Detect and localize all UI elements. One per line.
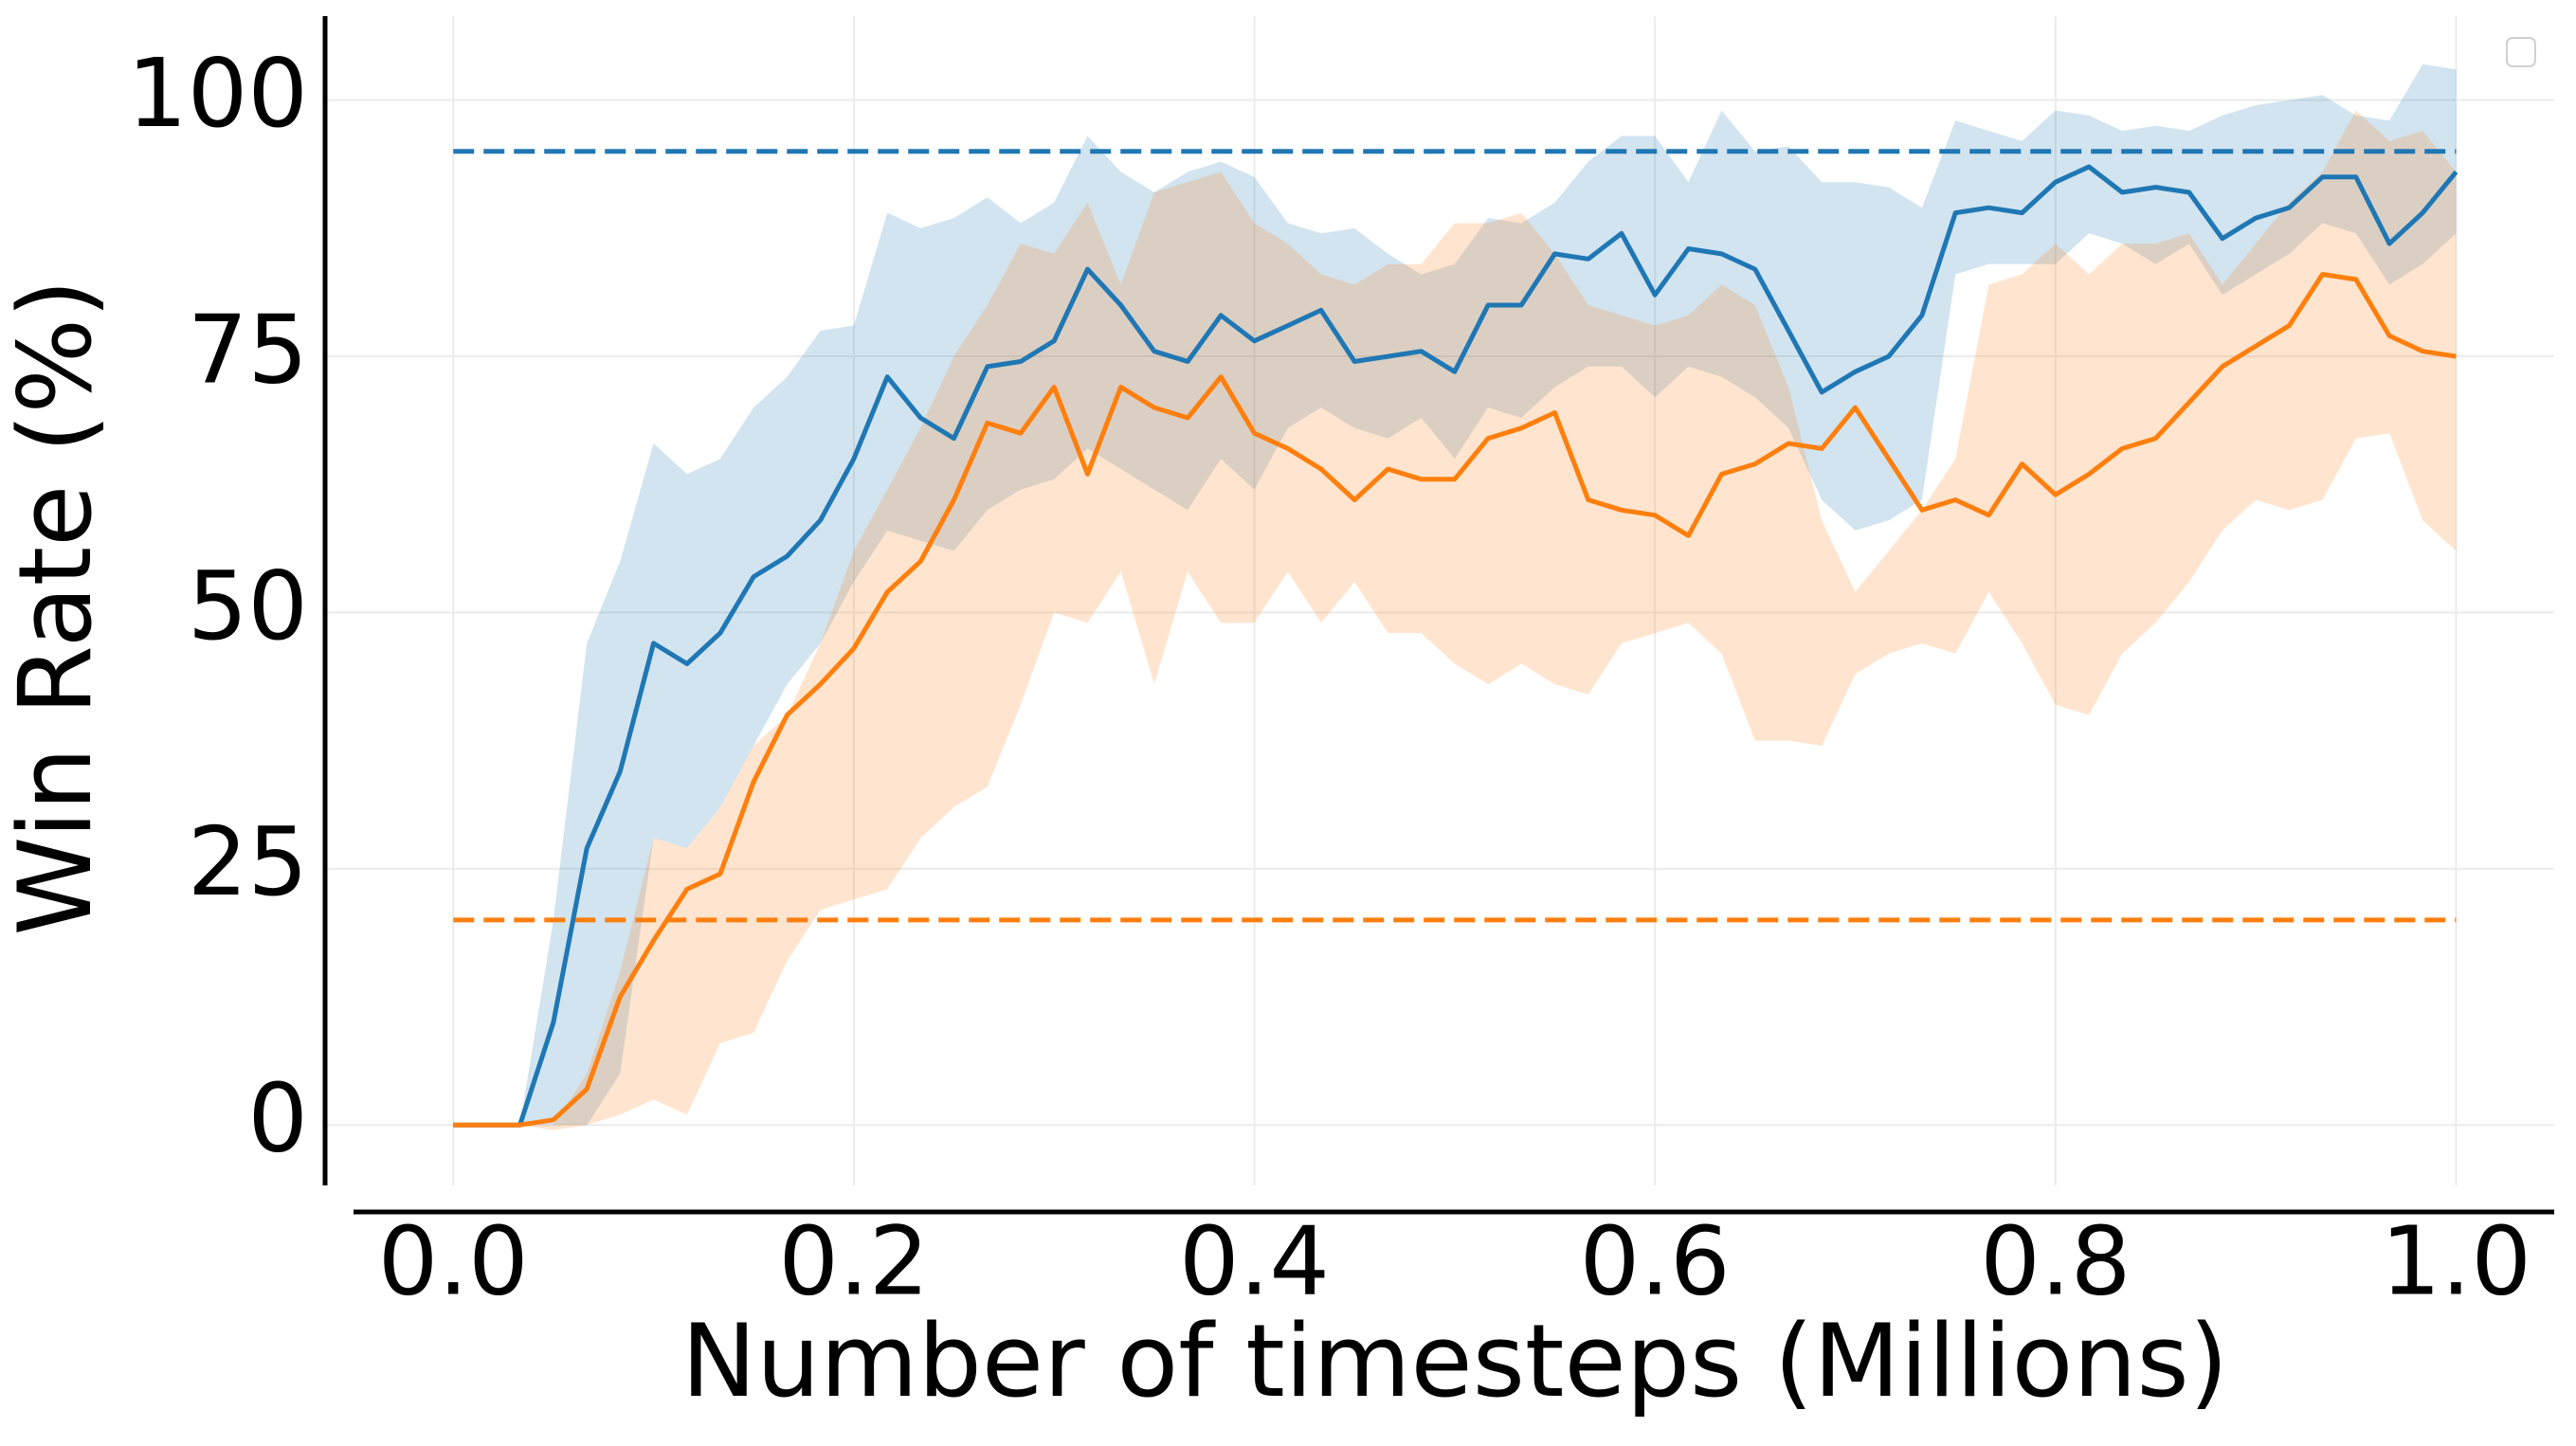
x-axis-label: Number of timesteps (Millions) (681, 1303, 2228, 1419)
y-tick-label: 100 (127, 38, 308, 149)
series-line (453, 164, 2458, 1128)
y-tick-label: 0 (247, 1063, 308, 1174)
x-tick-label: 0.2 (778, 1205, 929, 1316)
series-line (453, 272, 2457, 1128)
x-tick-label: 0.8 (1980, 1205, 2131, 1316)
y-tick-label: 50 (188, 551, 308, 661)
confidence-band (453, 110, 2457, 1130)
confidence-band (453, 63, 2457, 1126)
y-tick-label: 75 (188, 294, 308, 405)
y-tick-label: 25 (188, 806, 308, 917)
x-tick-label: 0.0 (378, 1205, 529, 1316)
x-tick-label: 1.0 (2381, 1205, 2531, 1316)
x-tick-label: 0.4 (1179, 1205, 1330, 1316)
x-tick-label: 0.6 (1580, 1205, 1731, 1316)
y-axis-label: Win Rate (%) (0, 280, 114, 936)
legend (2506, 37, 2536, 67)
